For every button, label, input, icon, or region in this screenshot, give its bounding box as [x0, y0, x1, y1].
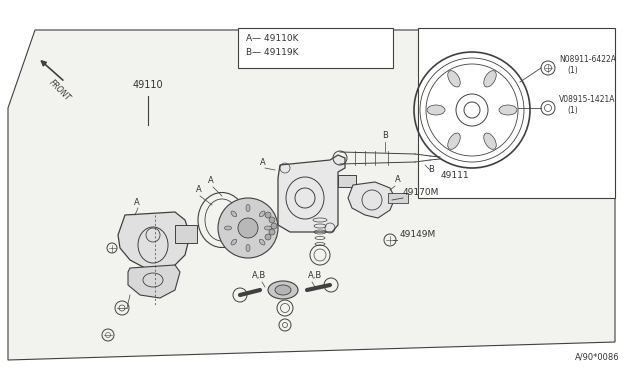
Ellipse shape: [264, 226, 271, 230]
Text: 49149M: 49149M: [400, 230, 436, 239]
Bar: [175, 225, 197, 243]
Text: A: A: [196, 185, 202, 194]
Text: A/90*0086: A/90*0086: [575, 353, 620, 362]
Ellipse shape: [275, 285, 291, 295]
Circle shape: [265, 234, 271, 240]
Text: (1): (1): [567, 66, 578, 75]
Text: A— 49110K: A— 49110K: [246, 34, 298, 43]
Circle shape: [265, 212, 271, 218]
Ellipse shape: [499, 105, 517, 115]
Polygon shape: [348, 182, 395, 218]
Text: (1): (1): [567, 106, 578, 115]
Text: B: B: [428, 165, 434, 174]
Ellipse shape: [231, 211, 237, 217]
Circle shape: [269, 229, 275, 235]
Text: A: A: [134, 198, 140, 207]
Polygon shape: [8, 30, 615, 360]
Bar: [338, 175, 356, 187]
Ellipse shape: [268, 281, 298, 299]
Circle shape: [238, 218, 258, 238]
Text: 49111: 49111: [441, 171, 469, 180]
Bar: [418, 28, 615, 198]
Ellipse shape: [448, 71, 460, 87]
Ellipse shape: [484, 133, 496, 150]
Ellipse shape: [259, 239, 265, 245]
Ellipse shape: [246, 244, 250, 251]
Text: A: A: [260, 158, 266, 167]
Text: 49170M: 49170M: [403, 188, 440, 197]
Ellipse shape: [225, 226, 232, 230]
Ellipse shape: [259, 211, 265, 217]
Ellipse shape: [231, 239, 237, 245]
Polygon shape: [278, 155, 345, 232]
Ellipse shape: [246, 205, 250, 212]
Text: A,B: A,B: [252, 271, 266, 280]
Circle shape: [271, 223, 277, 229]
Circle shape: [269, 217, 275, 223]
Text: N08911-6422A: N08911-6422A: [559, 55, 616, 64]
Bar: [388, 193, 408, 203]
Ellipse shape: [484, 71, 496, 87]
Text: A: A: [395, 175, 401, 184]
Text: B: B: [382, 131, 388, 140]
Text: A: A: [208, 176, 214, 185]
Polygon shape: [118, 212, 190, 270]
Circle shape: [218, 198, 278, 258]
Ellipse shape: [448, 133, 460, 150]
Bar: [238, 28, 393, 68]
Text: 49110: 49110: [132, 80, 163, 90]
Polygon shape: [128, 265, 180, 298]
Text: V08915-1421A: V08915-1421A: [559, 95, 616, 104]
Text: A,B: A,B: [308, 271, 323, 280]
Ellipse shape: [427, 105, 445, 115]
Text: B— 49119K: B— 49119K: [246, 48, 298, 57]
Text: FRONT: FRONT: [47, 78, 72, 102]
